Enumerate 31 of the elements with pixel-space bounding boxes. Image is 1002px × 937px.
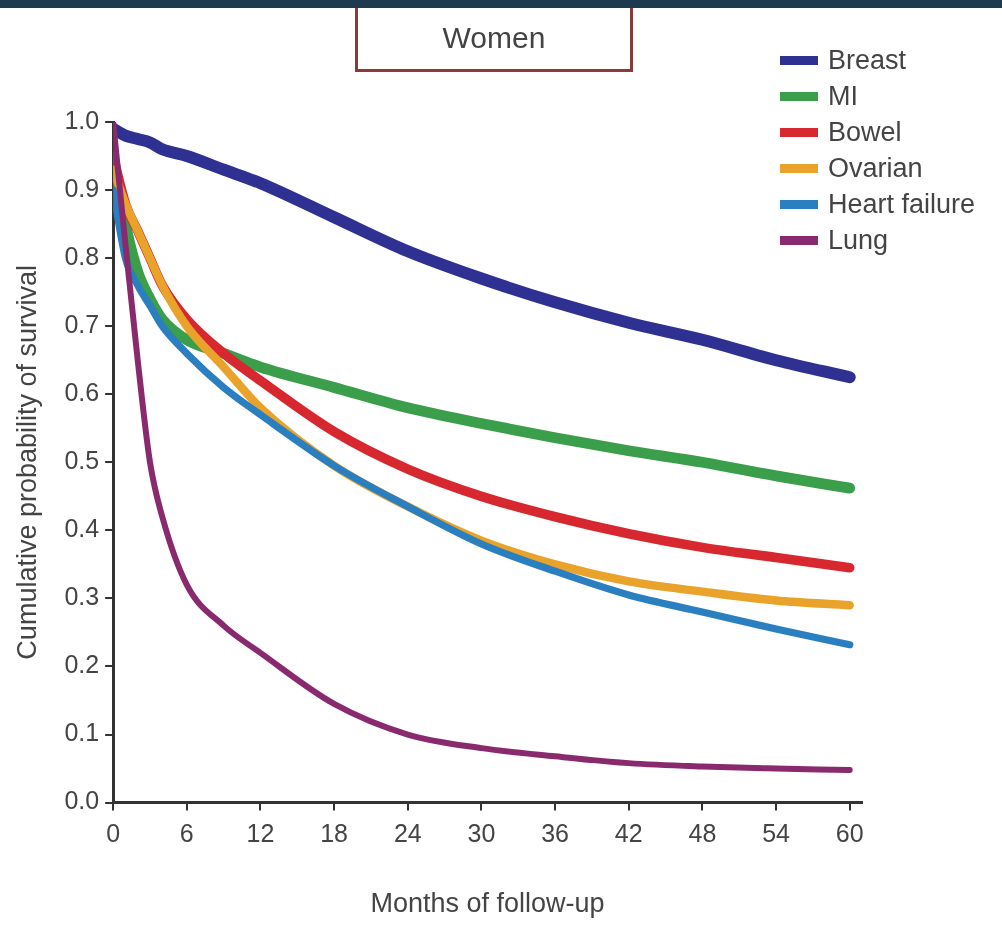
x-tick-label: 12 — [246, 819, 275, 848]
x-tick-label: 60 — [835, 819, 864, 848]
y-tick-label: 0.6 — [64, 378, 100, 407]
legend-label: Heart failure — [828, 188, 976, 220]
y-tick-label: 0.5 — [64, 446, 100, 475]
y-tick-label: 1.0 — [64, 105, 100, 134]
y-tick-label: 0.0 — [64, 786, 100, 815]
y-tick-label: 0.1 — [64, 718, 100, 747]
x-tick-label: 54 — [762, 819, 791, 848]
y-tick-label: 0.8 — [64, 242, 100, 271]
y-tick-label: 0.7 — [64, 310, 100, 339]
y-tick-label: 0.2 — [64, 650, 100, 679]
x-tick-label: 36 — [541, 819, 569, 848]
legend-label: Bowel — [828, 116, 902, 148]
y-tick-label: 0.3 — [64, 582, 100, 611]
x-tick-label: 42 — [614, 819, 643, 848]
x-tick-label: 0 — [106, 819, 121, 848]
legend-label: MI — [828, 80, 858, 112]
x-tick-label: 48 — [688, 819, 717, 848]
legend-label: Breast — [828, 44, 907, 76]
chart-title: Women — [355, 8, 633, 72]
x-axis-title: Months of follow-up — [370, 888, 605, 919]
x-tick-label: 24 — [393, 819, 422, 848]
x-tick-label: 18 — [320, 819, 349, 848]
y-tick-label: 0.4 — [64, 514, 100, 543]
y-tick-label: 0.9 — [64, 173, 100, 202]
legend-label: Ovarian — [828, 152, 923, 184]
x-tick-label: 6 — [179, 819, 194, 848]
legend-label: Lung — [828, 224, 889, 256]
y-axis-title: Cumulative probability of survival — [11, 264, 42, 660]
x-tick-label: 30 — [467, 819, 496, 848]
